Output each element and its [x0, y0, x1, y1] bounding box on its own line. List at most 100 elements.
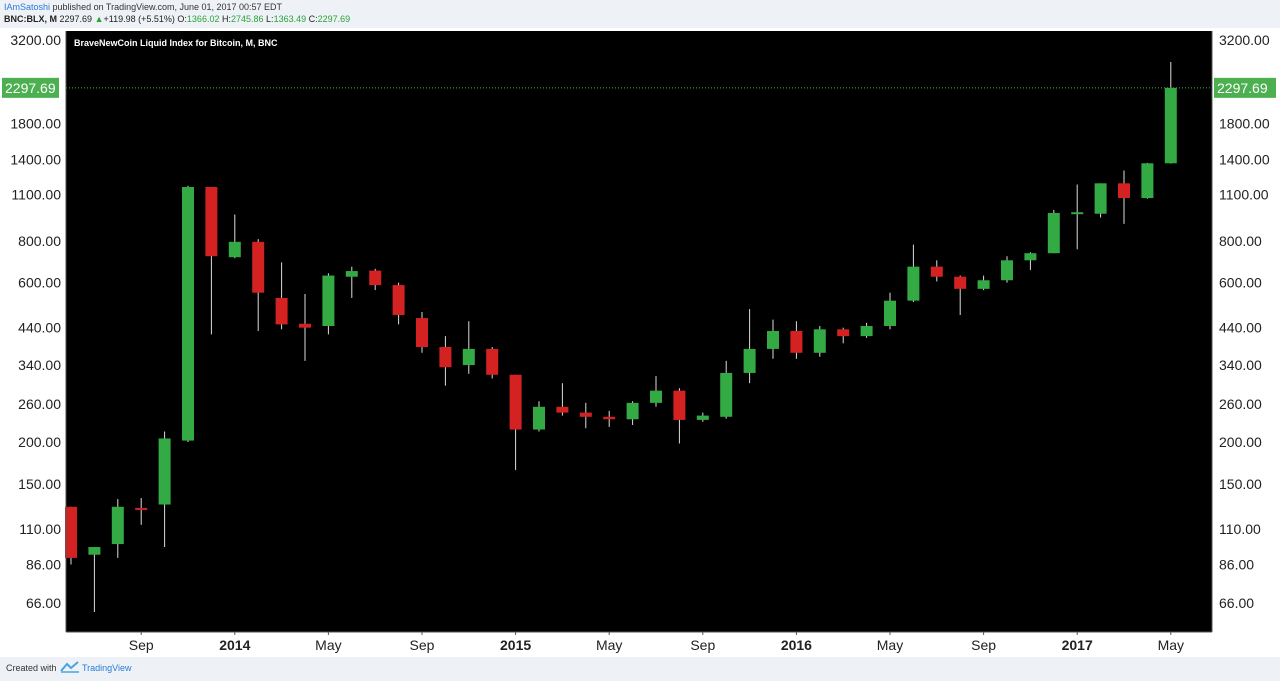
- y-tick-label-left: 150.00: [18, 476, 61, 492]
- candle-up: [813, 326, 826, 357]
- y-tick-label-left: 600.00: [18, 275, 61, 291]
- candle-down: [579, 402, 592, 429]
- candle-body: [930, 266, 943, 277]
- y-tick-label-left: 1800.00: [10, 115, 61, 131]
- last-price-text: 2297.69: [59, 14, 93, 24]
- symbol-label: BNC:BLX, M: [4, 14, 57, 24]
- high-label: H:: [221, 14, 231, 24]
- x-tick-label: Sep: [410, 637, 435, 653]
- price-badge-text: 2297.69: [1217, 80, 1268, 96]
- candle-body: [509, 374, 522, 430]
- price-badge-background: [2, 77, 59, 98]
- candle-up: [1001, 256, 1013, 283]
- candle-up: [650, 376, 662, 407]
- candle-down: [790, 321, 803, 359]
- candle-body: [486, 348, 499, 375]
- candle-up: [1094, 183, 1107, 218]
- candle-body: [1047, 212, 1060, 254]
- candle-body: [743, 348, 756, 373]
- tradingview-logo-icon[interactable]: [60, 660, 80, 674]
- y-tick-label-left: 86.00: [26, 556, 61, 572]
- created-with-text: Created with: [6, 663, 57, 673]
- candle-up: [533, 401, 545, 432]
- candle-body: [1094, 183, 1107, 214]
- candle-body: [322, 275, 335, 327]
- x-tick-label: Sep: [690, 637, 715, 653]
- candlestick-chart[interactable]: BraveNewCoin Liquid Index for Bitcoin, M…: [0, 28, 1280, 657]
- x-tick-label: May: [877, 637, 903, 653]
- plot-background[interactable]: [66, 31, 1212, 632]
- tradingview-brand-link[interactable]: TradingView: [82, 663, 132, 673]
- candle-down: [673, 388, 686, 444]
- y-tick-label-right: 3200.00: [1219, 32, 1270, 48]
- candle-up: [860, 322, 873, 338]
- candle-up: [228, 214, 241, 259]
- low-label: L:: [266, 14, 274, 24]
- candle-up: [907, 244, 920, 303]
- y-tick-label-right: 1800.00: [1219, 115, 1270, 131]
- candle-body: [626, 402, 639, 420]
- y-tick-label-left: 440.00: [18, 320, 61, 336]
- candle-up: [626, 401, 639, 425]
- candle-down: [556, 383, 569, 416]
- candle-body: [977, 280, 990, 289]
- candle-down: [299, 293, 311, 361]
- candle-body: [369, 270, 382, 286]
- high-value: 2745.86: [230, 14, 264, 24]
- y-tick-label-right: 110.00: [1219, 521, 1261, 537]
- candle-body: [1001, 260, 1013, 281]
- x-tick-label: Sep: [971, 637, 996, 653]
- y-tick-label-left: 3200.00: [10, 32, 61, 48]
- candle-up: [1024, 252, 1037, 270]
- chart-title: BraveNewCoin Liquid Index for Bitcoin, M…: [74, 38, 278, 48]
- candle-up: [743, 309, 756, 384]
- candle-down: [1118, 170, 1130, 224]
- candle-up: [462, 321, 475, 374]
- candle-body: [603, 416, 616, 420]
- price-badge-text: 2297.69: [5, 80, 56, 96]
- candle-body: [462, 348, 475, 366]
- candle-body: [299, 323, 311, 328]
- candle-body: [650, 390, 662, 403]
- change-text: +119.98 (+5.51%): [103, 14, 175, 24]
- x-tick-label: Sep: [129, 637, 154, 653]
- footer: Created with TradingView: [0, 657, 1280, 681]
- candle-down: [135, 497, 148, 525]
- y-tick-label-left: 1100.00: [11, 187, 61, 203]
- y-tick-label-right: 340.00: [1219, 357, 1262, 373]
- price-badge-right: 2297.69: [1214, 77, 1276, 98]
- y-axis-right[interactable]: 66.00 86.00 110.00 150.00 200.00 260.00 340.00…: [1211, 31, 1276, 632]
- candle-body: [205, 187, 218, 257]
- candle-body: [813, 329, 826, 353]
- x-axis[interactable]: Sep 2014 May Sep 2015 May Sep 2016 May Sep 2017 May: [66, 631, 1212, 653]
- y-tick-label-left: 1400.00: [10, 152, 61, 168]
- y-tick-label-left: 66.00: [26, 595, 61, 611]
- candle-body: [884, 300, 896, 327]
- author-link[interactable]: IAmSatoshi: [4, 2, 51, 12]
- chart-area[interactable]: BraveNewCoin Liquid Index for Bitcoin, M…: [0, 28, 1280, 657]
- candle-body: [416, 318, 428, 348]
- candle-down: [603, 410, 616, 427]
- y-tick-label-right: 440.00: [1219, 320, 1262, 336]
- candle-body: [767, 330, 779, 349]
- candle-body: [228, 241, 241, 258]
- candle-down: [392, 282, 405, 325]
- published-text: published on TradingView.com, June 01, 2…: [52, 2, 283, 12]
- candle-up: [1164, 61, 1177, 164]
- candle-body: [111, 506, 124, 545]
- candle-up: [1141, 162, 1154, 199]
- candle-down: [930, 260, 943, 282]
- y-tick-label-left: 110.00: [19, 521, 61, 537]
- candle-body: [439, 347, 452, 368]
- y-axis-left[interactable]: 66.00 86.00 110.00 150.00 200.00 260.00 340.00…: [2, 31, 67, 632]
- candle-body: [345, 271, 358, 277]
- candle-up: [88, 547, 101, 612]
- y-tick-label-right: 260.00: [1219, 396, 1262, 412]
- candle-down: [205, 187, 218, 335]
- y-tick-label-left: 260.00: [18, 396, 61, 412]
- close-label: C:: [308, 14, 318, 24]
- candle-up: [1047, 210, 1060, 254]
- candle-body: [1141, 163, 1154, 199]
- candle-body: [1024, 253, 1037, 261]
- close-value: 2297.69: [317, 14, 351, 24]
